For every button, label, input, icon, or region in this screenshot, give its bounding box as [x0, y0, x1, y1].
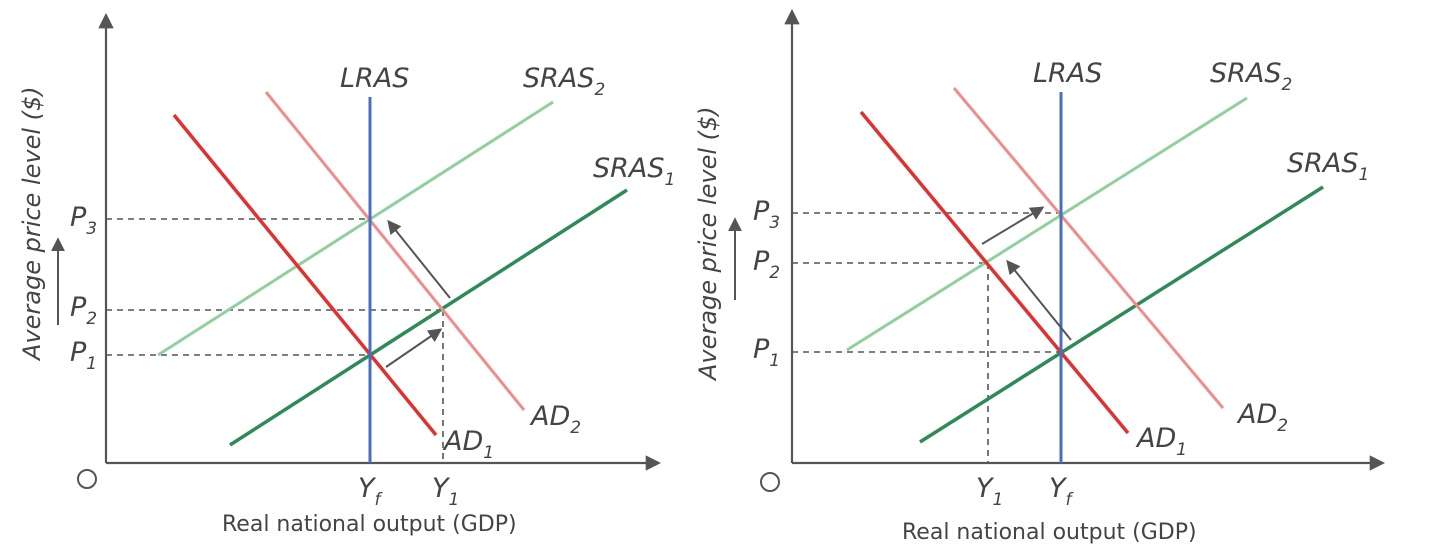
- right-sras1-line: [919, 185, 1324, 444]
- right-p3-label: P3: [753, 196, 780, 233]
- right-sras1-label: SRAS1: [1287, 148, 1369, 185]
- left-ad1-label: AD1: [442, 426, 494, 463]
- left-ad2-label: AD2: [529, 401, 581, 438]
- left-ad2-line: [264, 91, 526, 411]
- right-p1-label: P1: [753, 334, 780, 371]
- right-p2-label: P2: [753, 246, 780, 283]
- left-p1-label: P1: [70, 337, 97, 374]
- right-ad2-label: AD2: [1236, 399, 1288, 436]
- right-movement-arrow-1: [1006, 259, 1072, 341]
- left-p2-label: P2: [70, 292, 97, 329]
- left-movement-arrow-1: [385, 328, 443, 368]
- right-x-axis-label: Real national output (GDP): [902, 520, 1197, 545]
- left-x-axis-label: Real national output (GDP): [222, 512, 517, 537]
- right-ad1-line: [859, 110, 1130, 435]
- right-y-axis-label: Average price level ($): [694, 106, 722, 382]
- left-yf-label: Yf: [358, 473, 384, 510]
- right-yf-label: Yf: [1049, 473, 1075, 510]
- left-sras1-line: [229, 188, 628, 447]
- left-ad1-line: [172, 113, 438, 437]
- right-origin-marker: [760, 472, 780, 492]
- left-lras-label: LRAS: [340, 63, 409, 94]
- right-movement-arrow-2: [981, 206, 1045, 245]
- left-diagram: Average price level ($) LRAS SRAS2 SRAS1…: [18, 12, 675, 537]
- right-ad1-label: AD1: [1135, 423, 1187, 460]
- right-y1-label: Y1: [976, 473, 1003, 510]
- right-ad2-line: [952, 87, 1225, 409]
- left-y-axis-label: Average price level ($): [18, 86, 46, 362]
- left-p3-label: P3: [70, 202, 97, 239]
- right-lras-label: LRAS: [1033, 58, 1102, 89]
- left-sras2-line: [157, 100, 554, 357]
- left-movement-arrow-2: [387, 219, 451, 299]
- right-sras2-label: SRAS2: [1210, 58, 1292, 95]
- right-diagram: Average price level ($) LRAS SRAS2 SRAS1…: [694, 8, 1386, 545]
- right-sras2-line: [846, 96, 1248, 352]
- left-y1-label: Y1: [432, 473, 459, 510]
- left-sras1-label: SRAS1: [593, 153, 675, 190]
- left-origin-marker: [77, 469, 97, 489]
- left-sras2-label: SRAS2: [523, 63, 605, 100]
